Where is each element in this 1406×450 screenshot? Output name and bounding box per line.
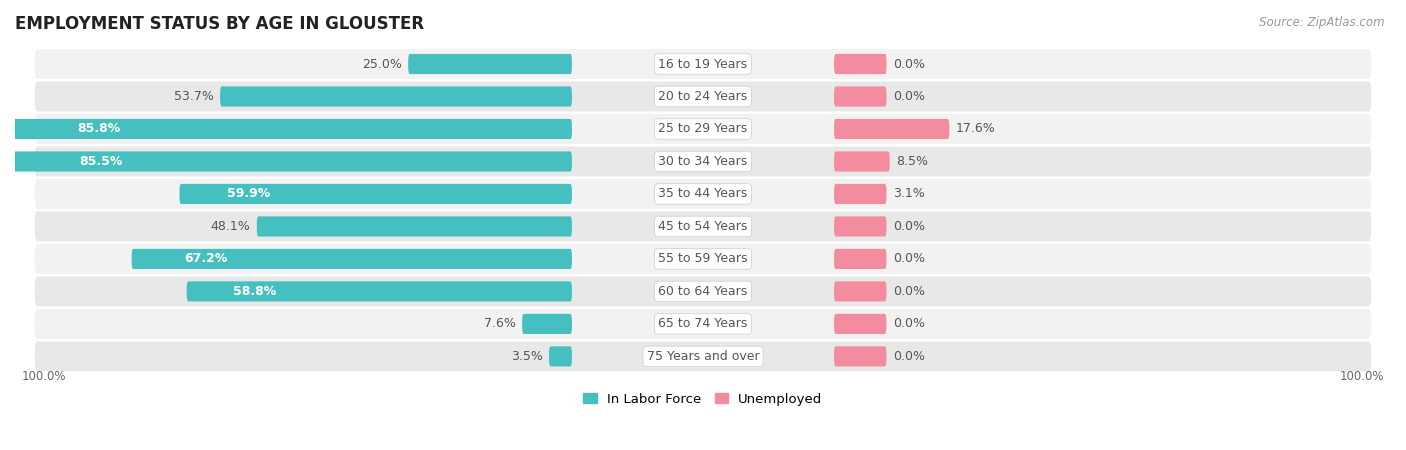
Text: 0.0%: 0.0% [893,285,925,298]
FancyBboxPatch shape [35,342,1371,371]
Text: 85.5%: 85.5% [79,155,122,168]
Text: 60 to 64 Years: 60 to 64 Years [658,285,748,298]
FancyBboxPatch shape [834,281,886,302]
Text: 75 Years and over: 75 Years and over [647,350,759,363]
Text: 100.0%: 100.0% [1340,370,1385,383]
Text: 16 to 19 Years: 16 to 19 Years [658,58,748,71]
FancyBboxPatch shape [132,249,572,269]
FancyBboxPatch shape [834,314,886,334]
Text: 59.9%: 59.9% [226,188,270,200]
FancyBboxPatch shape [35,81,1371,112]
FancyBboxPatch shape [834,151,890,171]
FancyBboxPatch shape [35,244,1371,274]
Text: 85.8%: 85.8% [77,122,121,135]
FancyBboxPatch shape [834,216,886,237]
FancyBboxPatch shape [35,49,1371,79]
Text: 100.0%: 100.0% [21,370,66,383]
Text: 45 to 54 Years: 45 to 54 Years [658,220,748,233]
Text: 58.8%: 58.8% [233,285,276,298]
FancyBboxPatch shape [834,54,886,74]
Text: 0.0%: 0.0% [893,58,925,71]
FancyBboxPatch shape [35,212,1371,241]
Text: 0.0%: 0.0% [893,90,925,103]
Text: 48.1%: 48.1% [211,220,250,233]
FancyBboxPatch shape [522,314,572,334]
FancyBboxPatch shape [221,86,572,107]
FancyBboxPatch shape [834,184,886,204]
FancyBboxPatch shape [35,147,1371,176]
FancyBboxPatch shape [408,54,572,74]
Text: 7.6%: 7.6% [484,317,516,330]
FancyBboxPatch shape [257,216,572,237]
Text: EMPLOYMENT STATUS BY AGE IN GLOUSTER: EMPLOYMENT STATUS BY AGE IN GLOUSTER [15,15,425,33]
Text: 35 to 44 Years: 35 to 44 Years [658,188,748,200]
Text: 8.5%: 8.5% [896,155,928,168]
FancyBboxPatch shape [834,249,886,269]
FancyBboxPatch shape [187,281,572,302]
Text: 0.0%: 0.0% [893,350,925,363]
FancyBboxPatch shape [10,119,572,139]
Legend: In Labor Force, Unemployed: In Labor Force, Unemployed [578,387,828,411]
Text: 0.0%: 0.0% [893,317,925,330]
Text: 65 to 74 Years: 65 to 74 Years [658,317,748,330]
FancyBboxPatch shape [35,179,1371,209]
Text: 17.6%: 17.6% [956,122,995,135]
FancyBboxPatch shape [548,346,572,366]
FancyBboxPatch shape [35,114,1371,144]
Text: 25.0%: 25.0% [361,58,402,71]
Text: 30 to 34 Years: 30 to 34 Years [658,155,748,168]
Text: 67.2%: 67.2% [184,252,228,266]
Text: 0.0%: 0.0% [893,220,925,233]
Text: 3.1%: 3.1% [893,188,925,200]
FancyBboxPatch shape [11,151,572,171]
FancyBboxPatch shape [35,309,1371,339]
Text: 3.5%: 3.5% [510,350,543,363]
Text: Source: ZipAtlas.com: Source: ZipAtlas.com [1260,16,1385,29]
Text: 25 to 29 Years: 25 to 29 Years [658,122,748,135]
FancyBboxPatch shape [834,346,886,366]
FancyBboxPatch shape [35,276,1371,306]
Text: 53.7%: 53.7% [174,90,214,103]
FancyBboxPatch shape [834,119,949,139]
FancyBboxPatch shape [834,86,886,107]
Text: 55 to 59 Years: 55 to 59 Years [658,252,748,266]
FancyBboxPatch shape [180,184,572,204]
Text: 0.0%: 0.0% [893,252,925,266]
Text: 20 to 24 Years: 20 to 24 Years [658,90,748,103]
